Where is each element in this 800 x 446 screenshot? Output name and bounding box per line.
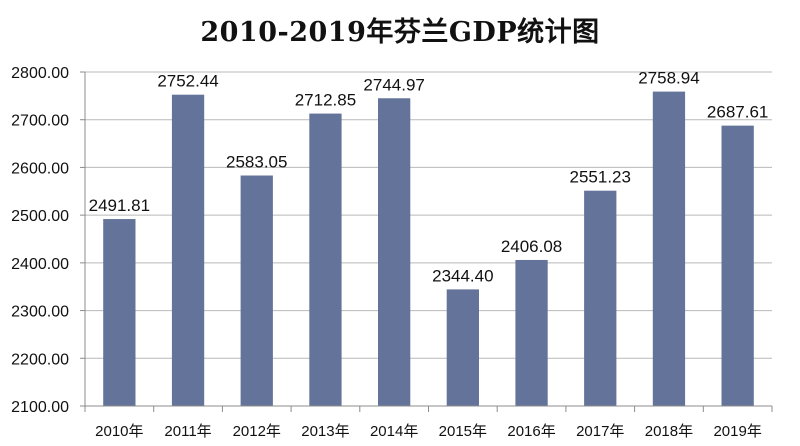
chart-title: 2010-2019年芬兰GDP统计图 <box>200 17 600 48</box>
y-tick-label: 2700.00 <box>11 113 69 130</box>
data-label: 2758.94 <box>638 69 699 88</box>
x-tick-label: 2018年 <box>645 423 693 440</box>
y-tick-label: 2100.00 <box>11 399 69 416</box>
y-tick-label: 2300.00 <box>11 304 69 321</box>
y-tick-label: 2400.00 <box>11 256 69 273</box>
x-tick-label: 2017年 <box>576 423 624 440</box>
data-label: 2744.97 <box>363 75 424 94</box>
bars <box>103 91 754 406</box>
x-tick-label: 2012年 <box>233 423 281 440</box>
axes <box>80 71 773 412</box>
data-label: 2687.61 <box>707 103 768 122</box>
x-tick-label: 2016年 <box>507 423 555 440</box>
data-label: 2752.44 <box>157 72 218 91</box>
data-label: 2583.05 <box>226 153 287 172</box>
x-tick-label: 2015年 <box>439 423 487 440</box>
x-tick-label: 2013年 <box>301 423 349 440</box>
bar <box>584 190 617 406</box>
data-label: 2551.23 <box>570 168 631 187</box>
data-label: 2491.81 <box>89 196 150 215</box>
bar <box>103 219 136 406</box>
x-tick-label: 2010年 <box>95 423 143 440</box>
y-tick-label: 2600.00 <box>11 160 69 177</box>
y-tick-label: 2800.00 <box>11 65 69 82</box>
x-tick-label: 2019年 <box>713 423 761 440</box>
bar <box>515 259 548 406</box>
y-tick-label: 2200.00 <box>11 351 69 368</box>
x-tick-label: 2011年 <box>164 423 211 440</box>
bar <box>446 289 479 406</box>
bar <box>171 94 205 406</box>
bar <box>378 98 411 406</box>
y-tick-label: 2500.00 <box>11 208 69 225</box>
data-label: 2344.40 <box>432 266 493 285</box>
bar <box>309 113 342 406</box>
bar <box>652 91 686 406</box>
data-label: 2712.85 <box>295 91 356 110</box>
labels: 2100.00 2200.00 2300.00 2400.00 2500.00 2600.… <box>11 65 768 440</box>
data-label: 2406.08 <box>501 237 562 256</box>
bar <box>721 125 754 406</box>
bar <box>240 175 273 406</box>
x-tick-label: 2014年 <box>370 423 418 440</box>
